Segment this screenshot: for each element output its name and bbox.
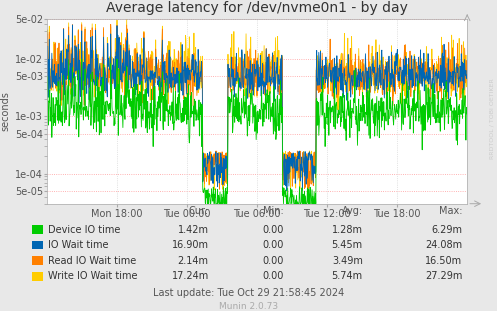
Text: 16.90m: 16.90m: [172, 240, 209, 250]
Text: Max:: Max:: [439, 206, 462, 216]
Text: 0.00: 0.00: [262, 225, 283, 235]
Text: 27.29m: 27.29m: [425, 272, 462, 281]
Text: 3.49m: 3.49m: [332, 256, 363, 266]
Y-axis label: seconds: seconds: [1, 91, 11, 131]
Text: Min:: Min:: [262, 206, 283, 216]
Text: 5.74m: 5.74m: [331, 272, 363, 281]
Text: IO Wait time: IO Wait time: [48, 240, 109, 250]
Text: 16.50m: 16.50m: [425, 256, 462, 266]
Text: Avg:: Avg:: [341, 206, 363, 216]
Text: 0.00: 0.00: [262, 256, 283, 266]
Text: Device IO time: Device IO time: [48, 225, 121, 235]
Text: 6.29m: 6.29m: [431, 225, 462, 235]
Text: RRDTOOL / TOBI OETIKER: RRDTOOL / TOBI OETIKER: [490, 78, 495, 159]
Text: 1.28m: 1.28m: [332, 225, 363, 235]
Text: Write IO Wait time: Write IO Wait time: [48, 272, 138, 281]
Text: Cur:: Cur:: [189, 206, 209, 216]
Text: 2.14m: 2.14m: [178, 256, 209, 266]
Text: 24.08m: 24.08m: [425, 240, 462, 250]
Text: 1.42m: 1.42m: [178, 225, 209, 235]
Text: 0.00: 0.00: [262, 272, 283, 281]
Text: 17.24m: 17.24m: [171, 272, 209, 281]
Text: 5.45m: 5.45m: [331, 240, 363, 250]
Text: Last update: Tue Oct 29 21:58:45 2024: Last update: Tue Oct 29 21:58:45 2024: [153, 288, 344, 298]
Text: 0.00: 0.00: [262, 240, 283, 250]
Text: Munin 2.0.73: Munin 2.0.73: [219, 302, 278, 311]
Title: Average latency for /dev/nvme0n1 - by day: Average latency for /dev/nvme0n1 - by da…: [106, 1, 408, 15]
Text: Read IO Wait time: Read IO Wait time: [48, 256, 137, 266]
